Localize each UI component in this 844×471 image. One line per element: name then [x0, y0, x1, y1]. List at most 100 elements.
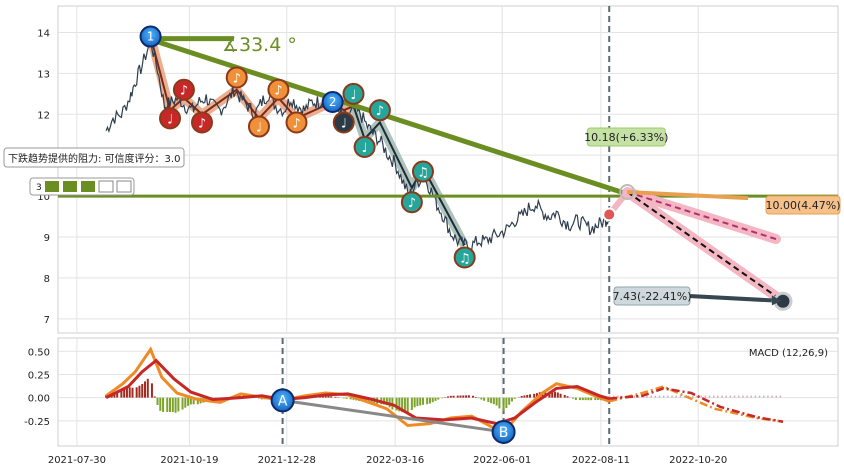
note-glyph: ♩ — [362, 141, 368, 156]
macd-bar — [181, 397, 184, 410]
macd-bar — [526, 394, 529, 398]
macd-bar-projected — [708, 395, 711, 398]
projections — [602, 184, 793, 311]
macd-bar — [474, 397, 477, 398]
macd-bar — [554, 391, 557, 398]
annotations: ∡33.4 ° 下跌趋势提供的阻力: 可信度评分：3.0 3 10.18(+6.33%… — [3, 34, 841, 306]
macd-bar — [579, 397, 582, 401]
price-series — [105, 38, 610, 253]
macd-projected-line — [608, 385, 784, 423]
macd-bar — [551, 391, 554, 398]
note-marker — [453, 246, 476, 269]
macd-bar — [495, 397, 498, 406]
macd-bar — [169, 397, 172, 412]
signal-line — [105, 358, 610, 426]
note-glyph: ♩ — [167, 112, 173, 127]
macd-bar — [594, 397, 597, 401]
macd-bar — [189, 397, 192, 405]
macd-bar — [330, 396, 333, 398]
x-tick-label: 2022-10-20 — [669, 455, 727, 466]
macd-bar — [410, 397, 413, 410]
macd-bar-projected — [696, 395, 698, 398]
macd-bar — [584, 397, 587, 401]
macd-bar — [192, 397, 195, 405]
macd-bar — [498, 397, 501, 409]
wave-line-2 — [352, 105, 466, 246]
macd-bar — [462, 395, 465, 398]
macd-bar — [171, 397, 174, 412]
macd-bar-projected — [775, 395, 778, 398]
macd-bar — [177, 397, 180, 412]
macd-bar — [459, 395, 462, 398]
macd-bar-projected — [671, 395, 673, 398]
current-price-dot — [602, 207, 617, 222]
macd-line — [105, 346, 610, 434]
macd-bar — [587, 397, 590, 401]
macd-bar — [535, 393, 538, 398]
note-glyph: ♪ — [233, 71, 241, 86]
x-tick-label: 2021-10-19 — [160, 455, 218, 466]
macd-bar-projected — [683, 395, 686, 398]
note-marker — [159, 107, 182, 130]
price-tick-label: 13 — [37, 69, 50, 80]
macd-bar-projected — [704, 395, 707, 398]
macd-bar-projected — [733, 395, 736, 398]
macd-bar — [324, 395, 327, 398]
price-tick-label: 7 — [44, 315, 50, 326]
macd-bar — [159, 397, 162, 411]
note-glyph: ♪ — [408, 196, 416, 211]
macd-bar-projected — [737, 395, 740, 398]
macd-bar-projected — [658, 395, 661, 398]
key-point-marker — [139, 25, 162, 48]
macd-bar — [184, 397, 187, 408]
macd-bar-projected — [754, 395, 757, 398]
macd-bar-projected — [771, 395, 773, 398]
macd-bar — [434, 397, 437, 401]
score-star-filled — [81, 181, 95, 192]
note-marker — [342, 82, 365, 105]
macd-bar-projected — [662, 395, 665, 398]
note-marker — [285, 111, 308, 134]
macd-bar — [125, 387, 128, 398]
note-marker — [400, 191, 423, 214]
macd-bar — [406, 397, 409, 413]
macd-bar-projected — [717, 395, 719, 398]
macd-bar — [487, 397, 490, 402]
macd-bar — [421, 397, 424, 405]
macd-bar-projected — [667, 395, 669, 398]
macd-bar — [138, 385, 141, 398]
score-star-filled — [45, 181, 59, 192]
note-glyph: ♪ — [292, 116, 300, 131]
angle-label: ∡33.4 ° — [222, 34, 297, 56]
macd-legend: MACD (12,26,9) — [749, 348, 828, 359]
price-y-axis: 1413121110987 — [37, 28, 50, 325]
macd-bar-projected — [612, 395, 615, 398]
note-glyph: ♪ — [180, 84, 188, 99]
note-markers: ♩♪♪♪♩♪♪ ♩♩♩♪♪♫♫12 — [139, 25, 476, 269]
macd-bar — [513, 397, 516, 399]
macd-bar — [492, 397, 495, 405]
macd-bar — [441, 397, 444, 399]
macd-panel — [57, 337, 839, 447]
macd-bar — [566, 396, 569, 398]
note-marker — [225, 66, 248, 89]
macd-bar — [465, 395, 468, 398]
macd-bar-projected — [650, 395, 652, 398]
macd-series: MACD (12,26,9) — [105, 346, 828, 434]
x-axis: 2021-07-30 2021-10-19 2021-12-28 2022-03-16… — [48, 455, 727, 466]
macd-bar-projected — [700, 395, 702, 398]
macd-bar — [449, 395, 452, 398]
macd-bar — [413, 397, 416, 408]
macd-marker-label: A — [278, 393, 288, 409]
macd-bar — [467, 395, 470, 398]
note-glyph: ♩ — [341, 116, 347, 131]
macd-bar-projected — [750, 395, 752, 398]
macd-bar — [146, 378, 149, 398]
macd-bar — [141, 384, 144, 398]
macd-bar — [597, 397, 600, 400]
macd-bar — [472, 395, 475, 398]
projection-line-target — [627, 190, 749, 201]
macd-marker — [491, 419, 516, 444]
x-tick-label: 2021-07-30 — [48, 455, 106, 466]
